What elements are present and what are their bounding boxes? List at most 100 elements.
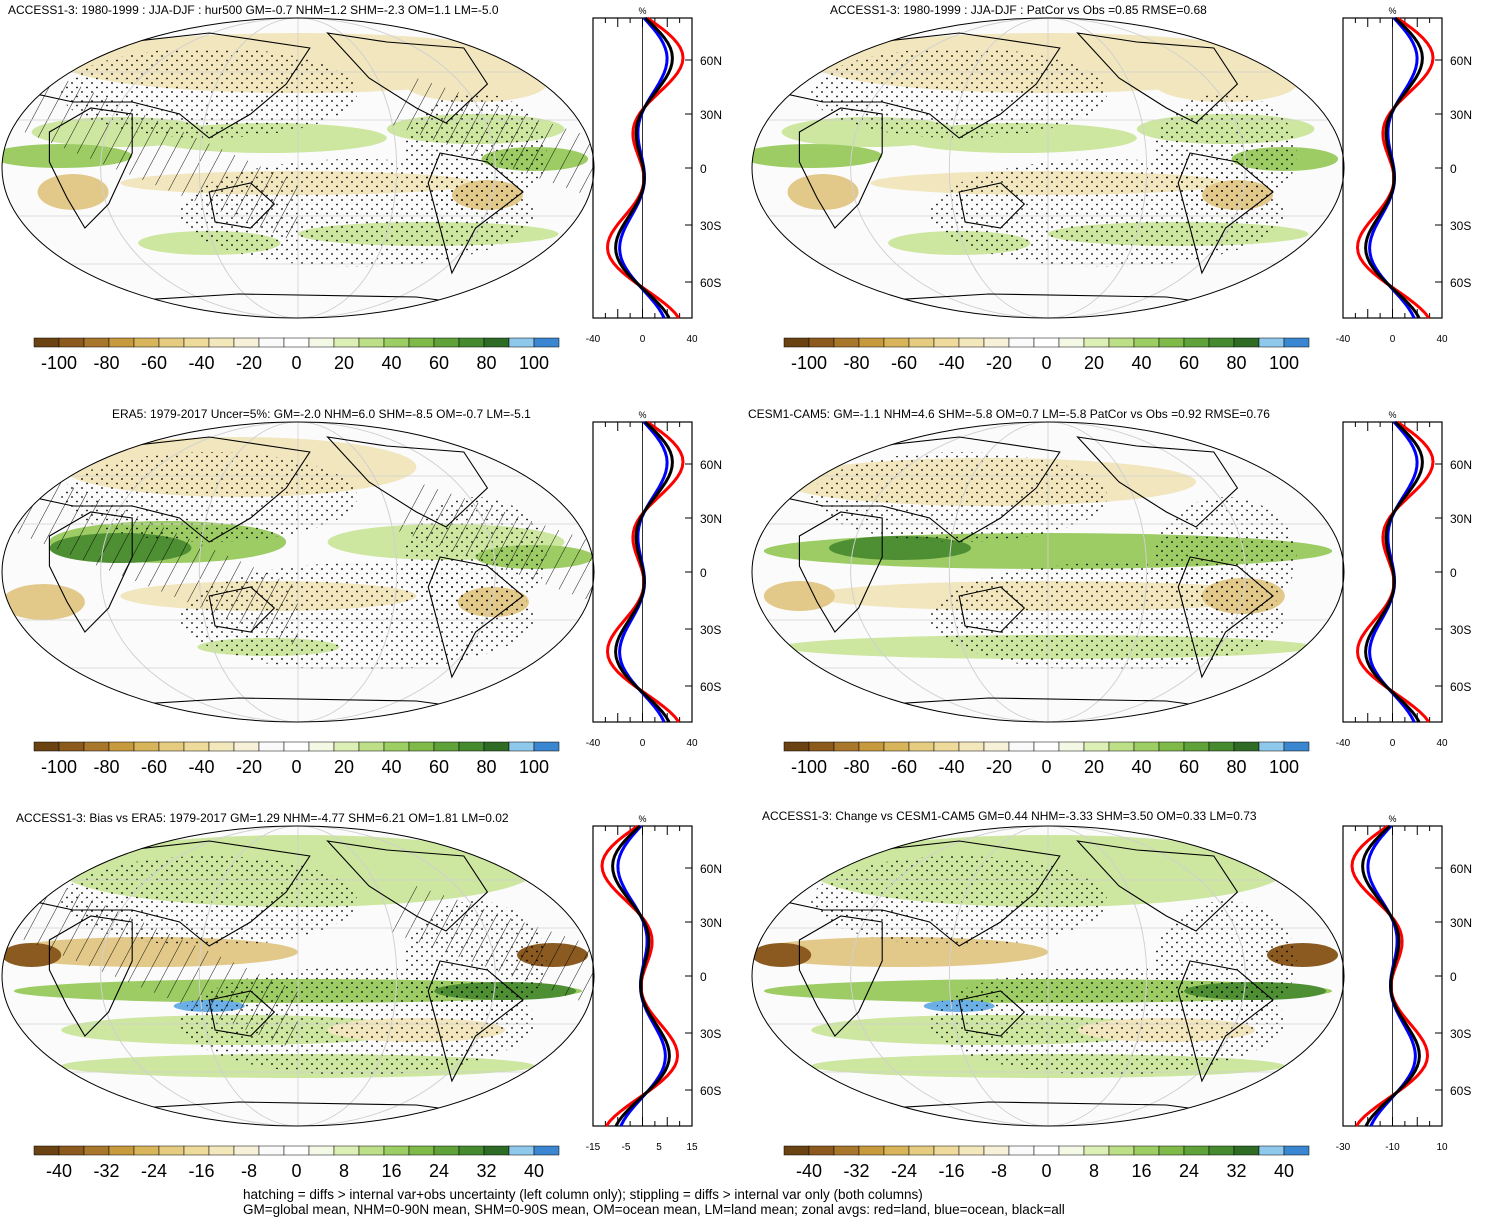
colorbar-label: 60 xyxy=(1179,757,1199,777)
coastline-south-america xyxy=(1177,960,1274,1083)
zonal-unit-label: % xyxy=(638,814,646,824)
colorbar-swatch xyxy=(58,337,85,348)
zonal-lat-label: 30S xyxy=(1450,219,1471,233)
colorbar-swatch xyxy=(1033,1145,1060,1156)
colorbar-swatch xyxy=(458,337,485,348)
colorbar-label: -80 xyxy=(843,757,869,777)
colorbar-swatch xyxy=(508,1145,535,1156)
colorbar-swatch xyxy=(1108,337,1135,348)
zonal-unit-label: % xyxy=(638,6,646,16)
colorbar-swatch xyxy=(1108,741,1135,752)
coastline-eurasia xyxy=(30,32,311,139)
hatching xyxy=(386,886,594,1006)
zonal-xtick-label: 0 xyxy=(1390,334,1396,345)
zonal-lat-label: 30N xyxy=(1450,512,1472,526)
colorbar-swatch xyxy=(1183,741,1210,752)
coastline-australia xyxy=(958,990,1026,1037)
colorbar-swatch xyxy=(333,337,360,348)
colorbar-label: 20 xyxy=(334,757,354,777)
colorbar-label: -60 xyxy=(141,353,167,373)
graticule-meridian xyxy=(198,18,398,318)
colorbar-label: 0 xyxy=(1041,757,1051,777)
colorbar-label: 0 xyxy=(291,353,301,373)
panel-title: ACCESS1-3: Change vs CESM1-CAM5 GM=0.44 … xyxy=(762,809,1257,823)
zonal-lat-label: 60N xyxy=(700,862,722,876)
colorbar-swatch xyxy=(258,741,285,752)
colorbar-swatch xyxy=(233,741,260,752)
colorbar-label: 8 xyxy=(1089,1161,1099,1181)
zonal-curve-all xyxy=(1364,420,1424,723)
stippling xyxy=(811,452,1108,542)
colorbar-swatch xyxy=(533,337,560,348)
colorbar-swatch xyxy=(783,1145,810,1156)
colorbar-label: 0 xyxy=(291,1161,301,1181)
colorbar-swatch xyxy=(233,1145,260,1156)
colorbar-swatch xyxy=(983,337,1010,348)
colorbar-swatch xyxy=(208,741,235,752)
colorbar-swatch xyxy=(1283,337,1310,348)
map-outline xyxy=(1,17,595,319)
colorbar-swatch xyxy=(83,1145,110,1156)
colorbar-label: -100 xyxy=(41,353,77,373)
panel-title: ERA5: 1979-2017 Uncer=5%: GM=-2.0 NHM=6.… xyxy=(112,407,531,421)
colorbar-swatch xyxy=(958,741,985,752)
stippling xyxy=(811,856,1108,946)
coastline-eurasia xyxy=(780,840,1061,947)
colorbar-label: -8 xyxy=(991,1161,1007,1181)
coastline-eurasia xyxy=(30,840,311,947)
colorbar-swatch xyxy=(1133,741,1160,752)
colorbar-swatch xyxy=(983,741,1010,752)
zonal-lat-label: 60N xyxy=(1450,458,1472,472)
colorbar-swatch xyxy=(1233,741,1260,752)
field-patch xyxy=(787,174,859,210)
colorbar-swatch xyxy=(83,741,110,752)
zonal-xtick-label: 0 xyxy=(640,334,646,345)
colorbar-swatch xyxy=(483,1145,510,1156)
colorbar-swatch xyxy=(333,1145,360,1156)
colorbar-label: -40 xyxy=(938,353,964,373)
colorbar-swatch xyxy=(808,1145,835,1156)
zonal-lat-label: 30S xyxy=(1450,1027,1471,1041)
zonal-mean-plot: % -40 0 40 60N 30N 0 30S 60S xyxy=(1336,410,1472,749)
zonal-lat-label: 0 xyxy=(700,566,707,580)
colorbar-label: 20 xyxy=(334,353,354,373)
colorbar-label: 100 xyxy=(519,757,549,777)
colorbar-swatch xyxy=(358,337,385,348)
colorbar-label: -24 xyxy=(141,1161,167,1181)
coastline-africa xyxy=(798,915,883,1037)
zonal-xtick-label: -15 xyxy=(586,1142,601,1153)
colorbar-label: 16 xyxy=(1131,1161,1151,1181)
coastline-australia xyxy=(208,182,276,229)
zonal-xtick-label: 10 xyxy=(1436,1142,1448,1153)
colorbar-swatch xyxy=(1108,1145,1135,1156)
colorbar-swatch xyxy=(808,741,835,752)
zonal-lat-label: 30N xyxy=(1450,108,1472,122)
zonal-mean-plot: % -15 -5 5 15 60N 30N 0 30S 60S xyxy=(586,814,722,1153)
colorbar-swatch xyxy=(858,741,885,752)
colorbar-swatch xyxy=(58,1145,85,1156)
colorbar-label: 40 xyxy=(381,353,401,373)
colorbar: -100 -80 -60 -40 -20 0 20 40 60 80 100 xyxy=(33,337,560,373)
colorbar-swatch xyxy=(1208,1145,1235,1156)
colorbar-swatch xyxy=(183,1145,210,1156)
colorbar-swatch xyxy=(133,1145,160,1156)
coastline-north-america xyxy=(326,840,489,932)
graticule-meridian xyxy=(948,826,1148,1126)
colorbar-swatch xyxy=(1008,741,1035,752)
colorbar: -40 -32 -24 -16 -8 0 8 16 24 32 40 xyxy=(33,1145,560,1181)
coastline-south-america xyxy=(427,960,524,1083)
colorbar-swatch xyxy=(383,337,410,348)
colorbar-swatch xyxy=(383,1145,410,1156)
zonal-lat-label: 0 xyxy=(1450,566,1457,580)
colorbar-swatch xyxy=(933,741,960,752)
coastline-north-america xyxy=(326,436,489,528)
colorbar-swatch xyxy=(283,1145,310,1156)
hatching xyxy=(2,482,298,647)
map-panel xyxy=(1,421,595,723)
coastline-north-america xyxy=(1076,840,1239,932)
colorbar-label: -80 xyxy=(93,353,119,373)
colorbar-swatch xyxy=(1233,337,1260,348)
zonal-xtick-label: 0 xyxy=(640,738,646,749)
colorbar: -100 -80 -60 -40 -20 0 20 40 60 80 100 xyxy=(783,741,1310,777)
zonal-xtick-label: 40 xyxy=(686,738,698,749)
